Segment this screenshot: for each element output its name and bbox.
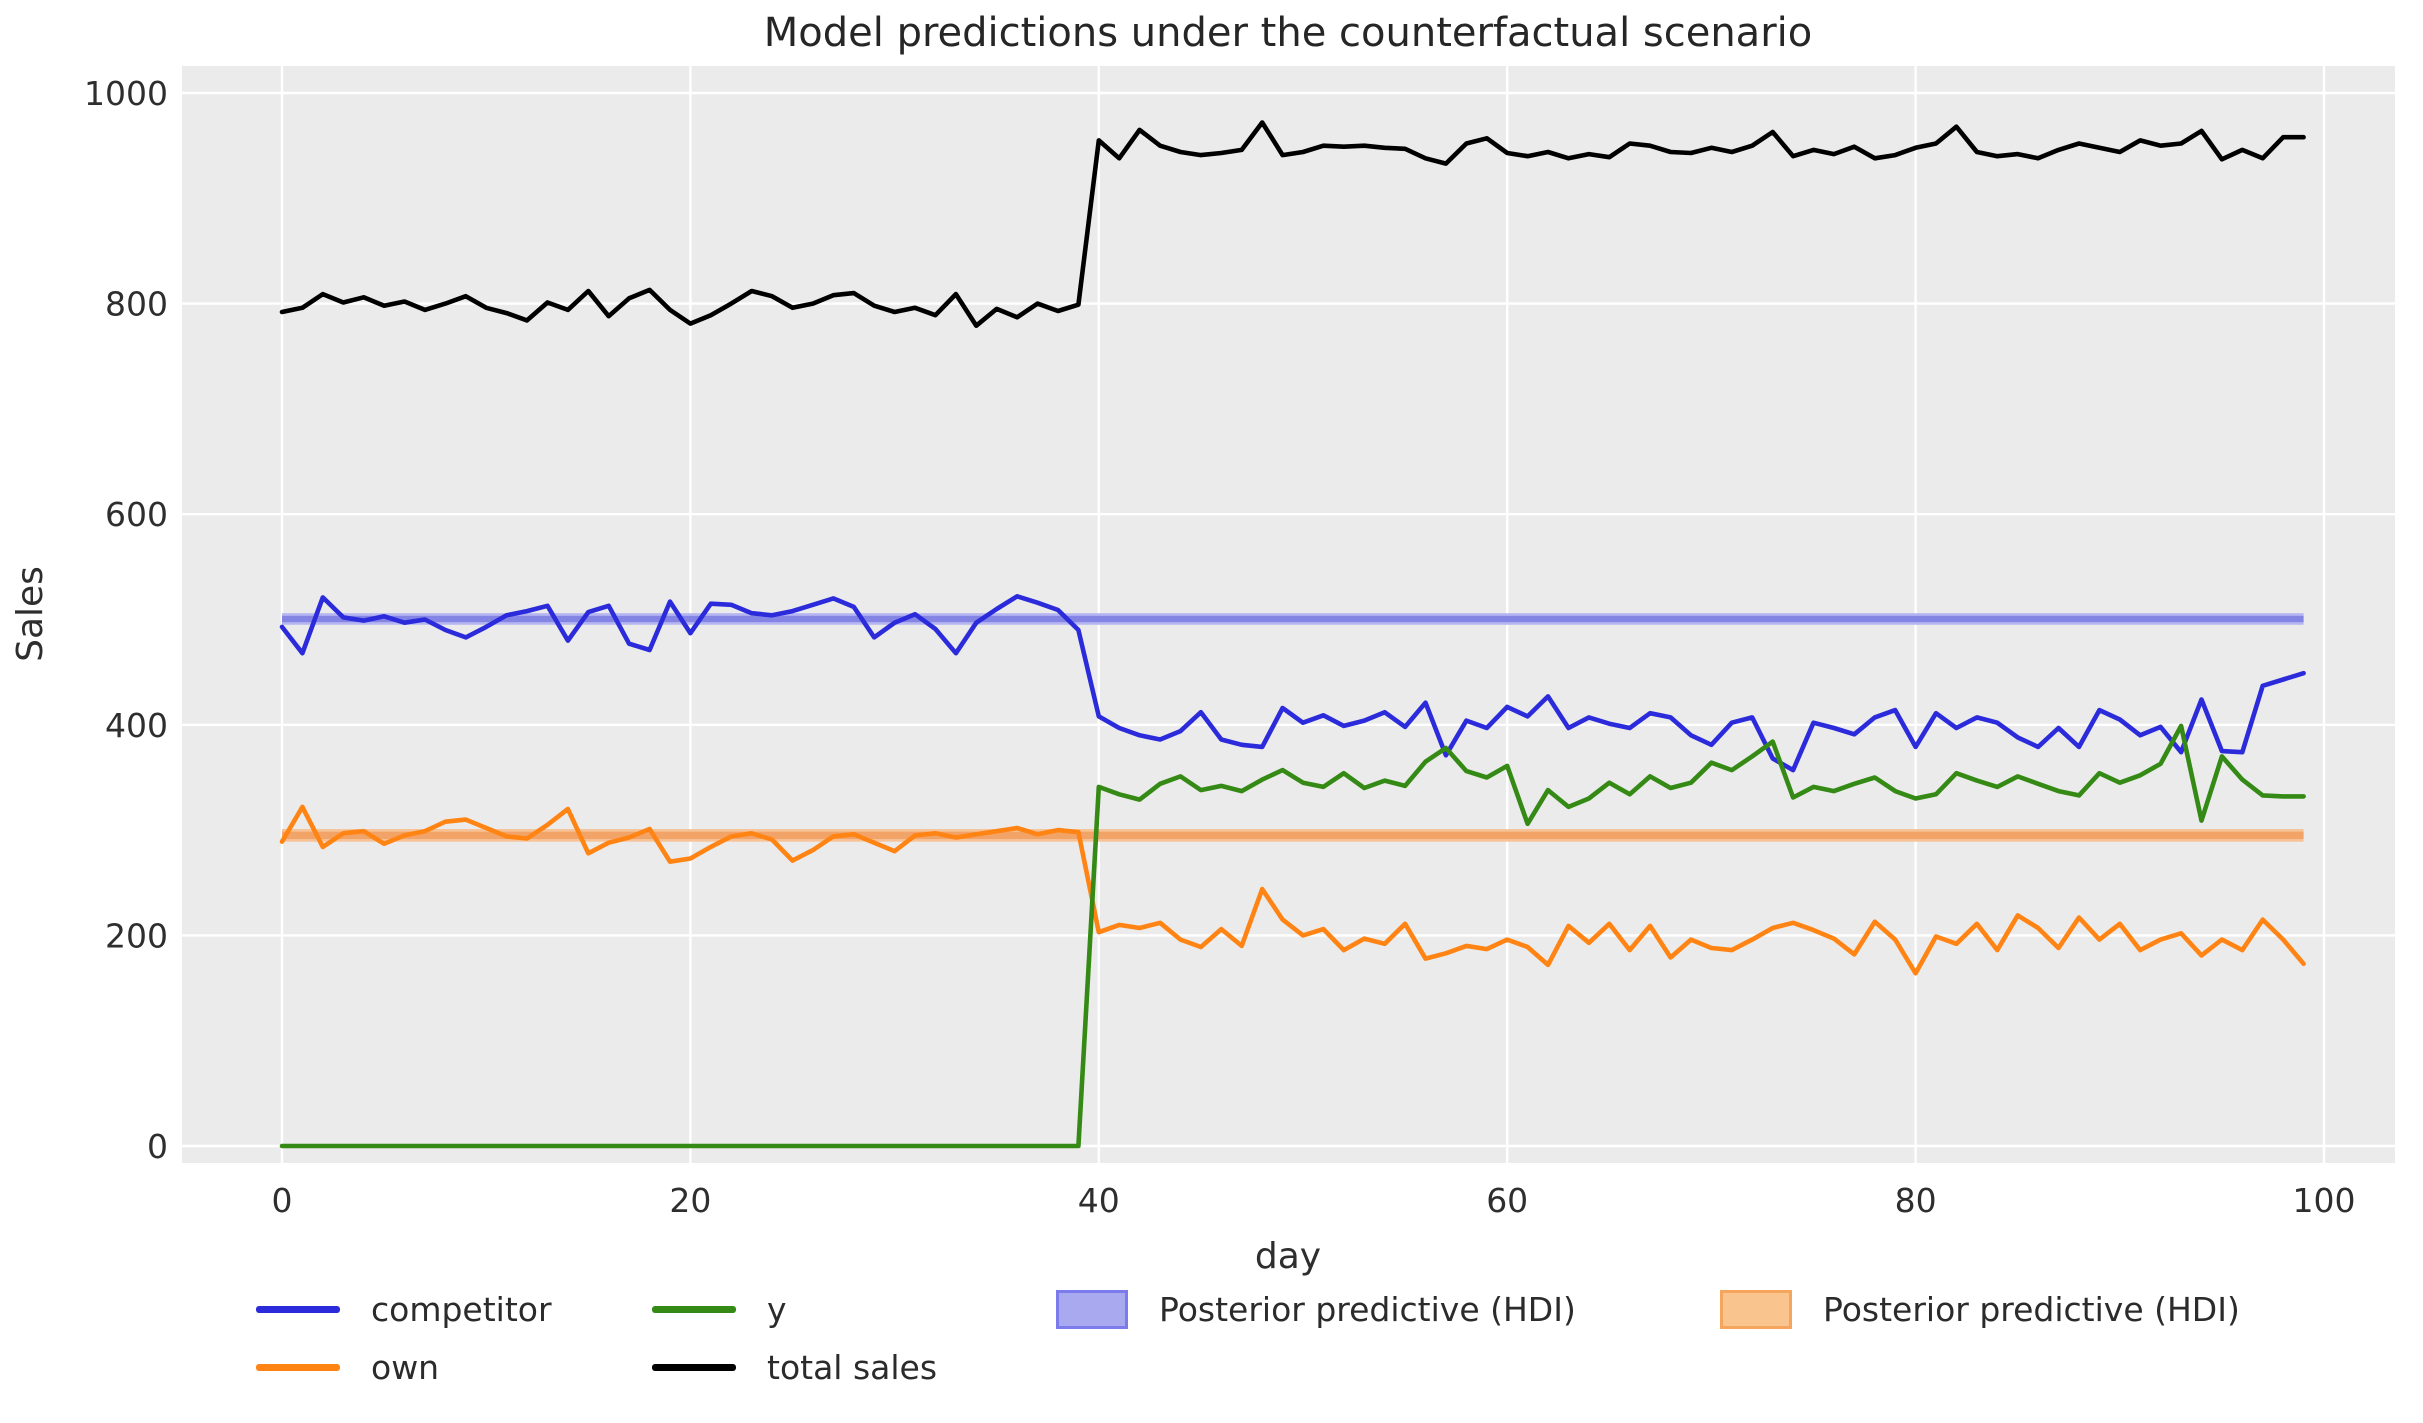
y-tick-label: 1000 xyxy=(84,74,168,113)
legend-item-own: own xyxy=(256,1343,439,1391)
x-tick-label: 60 xyxy=(1486,1181,1528,1220)
y-axis-label: Sales xyxy=(10,566,51,662)
hdi-blue-patch-swatch-icon xyxy=(1056,1289,1128,1329)
total-sales-line-swatch-icon xyxy=(652,1363,736,1371)
x-tick-label: 80 xyxy=(1895,1181,1937,1220)
hdi-band-core xyxy=(282,831,2304,840)
y-tick-label: 200 xyxy=(105,916,168,955)
x-axis-label: day xyxy=(1255,1236,1321,1277)
y-line-swatch-icon xyxy=(652,1305,736,1313)
legend-item-y: y xyxy=(652,1285,787,1333)
legend-item-total-sales: total sales xyxy=(652,1343,937,1391)
y-tick-label: 800 xyxy=(105,285,168,324)
legend-item-hdi-own: Posterior predictive (HDI) xyxy=(1720,1285,2240,1333)
x-tick-label: 40 xyxy=(1078,1181,1120,1220)
series-line-competitor xyxy=(279,593,2306,773)
x-tick-labels: 0 20 40 60 80 100 xyxy=(272,1181,2356,1220)
y-tick-label: 600 xyxy=(105,495,168,534)
x-tick-label: 0 xyxy=(272,1181,293,1220)
series-line-y xyxy=(279,723,2306,1149)
x-tick-label: 100 xyxy=(2293,1181,2356,1220)
y-tick-label: 400 xyxy=(105,706,168,745)
legend-item-hdi-competitor: Posterior predictive (HDI) xyxy=(1056,1285,1576,1333)
competitor-line-swatch-icon xyxy=(256,1305,340,1313)
hdi-bands xyxy=(282,613,2304,842)
y-tick-labels: 0 200 400 600 800 1000 xyxy=(84,74,168,1166)
series-line-total-sales xyxy=(279,120,2306,329)
y-tick-label: 0 xyxy=(147,1127,168,1166)
legend-label: Posterior predictive (HDI) xyxy=(1159,1289,1576,1329)
own-line-swatch-icon xyxy=(256,1363,340,1371)
chart-title: Model predictions under the counterfactu… xyxy=(764,10,1812,56)
series-lines xyxy=(279,120,2306,1149)
legend-label: own xyxy=(371,1347,440,1387)
x-tick-label: 20 xyxy=(669,1181,711,1220)
legend-label: competitor xyxy=(371,1289,552,1329)
hdi-band-core xyxy=(282,615,2304,623)
legend-label: y xyxy=(767,1289,787,1329)
legend-item-competitor: competitor xyxy=(256,1285,552,1333)
legend-label: total sales xyxy=(767,1347,938,1387)
series-line-own xyxy=(279,804,2306,976)
hdi-orange-patch-swatch-icon xyxy=(1720,1289,1792,1329)
legend-label: Posterior predictive (HDI) xyxy=(1823,1289,2240,1329)
